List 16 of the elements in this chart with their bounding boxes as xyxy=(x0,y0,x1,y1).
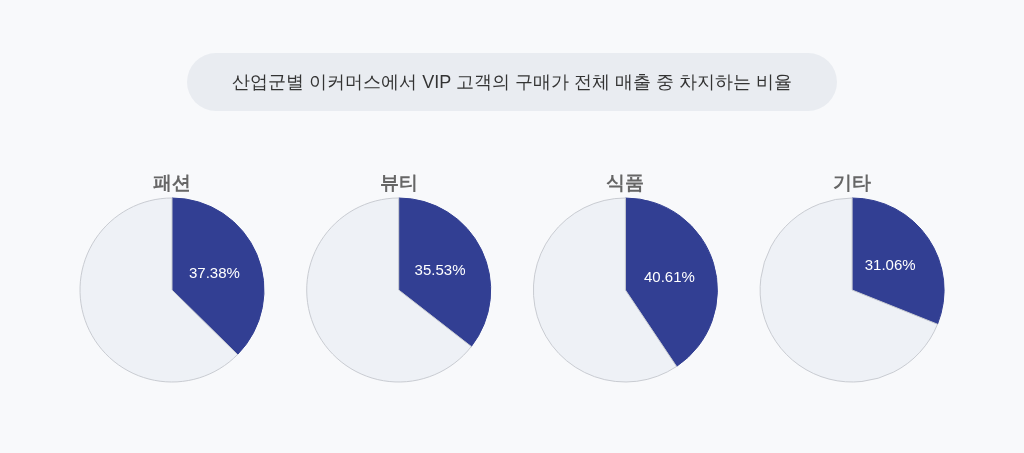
data-label: 31.06% xyxy=(864,255,916,273)
pie-slice xyxy=(398,197,492,348)
chart-title: 기타 xyxy=(833,171,872,193)
data-label: 35.53% xyxy=(414,261,466,279)
pie-slice xyxy=(624,197,718,367)
text: 산업군별 이커머스에서 VIP 고객의 구매가 전체 매출 중 차지하는 비율 xyxy=(232,72,792,92)
chart-title: 뷰티 xyxy=(379,171,418,193)
pie-slice xyxy=(306,197,472,383)
pie-slice xyxy=(851,197,945,325)
chart-title: 패션 xyxy=(153,171,191,193)
data-label: 40.61% xyxy=(643,268,695,286)
chart-title: 식품 xyxy=(606,171,645,193)
pie-slice xyxy=(171,197,265,356)
pie-slice xyxy=(79,197,239,383)
pie-slice xyxy=(759,197,939,383)
data-label: 37.38% xyxy=(188,263,240,281)
